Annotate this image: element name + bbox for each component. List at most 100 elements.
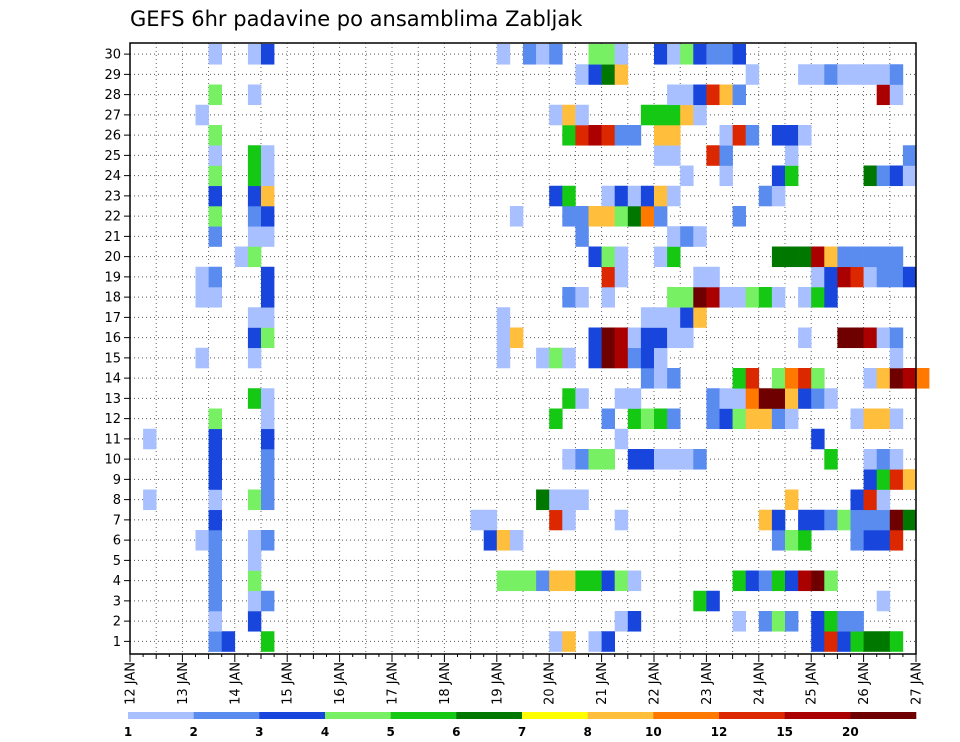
legend-label: 7 (518, 725, 526, 739)
y-tick-label: 17 (104, 311, 121, 326)
heatmap-cell (785, 368, 799, 389)
heatmap-cell (208, 125, 222, 146)
y-tick-label: 25 (104, 149, 121, 164)
heatmap-cell (719, 165, 733, 187)
heatmap-cell (758, 570, 773, 592)
heatmap-cell (614, 428, 629, 450)
heatmap-cell (876, 165, 891, 187)
heatmap-cell (261, 44, 275, 65)
heatmap-cell (601, 408, 615, 430)
heatmap-cell (850, 489, 864, 511)
heatmap-cell (654, 185, 668, 207)
heatmap-cell (876, 64, 891, 85)
x-axis: 12 JAN 13 JAN 14 JAN 15 JAN 16 JAN 17 JAN 18 J… (124, 654, 925, 705)
heatmap-cell (824, 64, 838, 85)
heatmap-cell (614, 509, 629, 531)
heatmap-cell (247, 347, 262, 369)
heatmap-cell (575, 206, 589, 227)
heatmap-cell (771, 611, 786, 632)
heatmap-cell (588, 631, 602, 652)
heatmap-cell (732, 125, 746, 146)
heatmap-cell (601, 64, 615, 85)
heatmap-cell (562, 287, 576, 308)
heatmap-cell (627, 570, 642, 592)
heatmap-cell (732, 388, 746, 409)
heatmap-cell (195, 287, 209, 308)
heatmap-cell (902, 509, 917, 531)
legend-swatch (587, 712, 654, 719)
heatmap-cell (614, 125, 629, 146)
heatmap-cell (247, 185, 262, 207)
heatmap-cell (575, 125, 589, 146)
heatmap-cell (876, 489, 891, 511)
heatmap-cell (588, 64, 602, 85)
heatmap-cell (640, 327, 655, 349)
legend-label: 1 (124, 725, 132, 739)
heatmap-cell (811, 287, 825, 308)
heatmap-cell (732, 368, 746, 389)
heatmap-cell (719, 408, 733, 430)
heatmap-cell (588, 570, 602, 592)
x-tick-label: 22 JAN (648, 662, 663, 705)
heatmap-cell (785, 125, 799, 146)
y-tick-label: 8 (113, 493, 121, 508)
heatmap-cell (758, 509, 773, 531)
heatmap-cell (850, 611, 864, 632)
heatmap-cell (916, 368, 930, 389)
heatmap-cell (667, 449, 681, 470)
heatmap-cell (889, 368, 904, 389)
heatmap-cell (654, 307, 668, 328)
heatmap-cell (143, 489, 157, 511)
legend-swatch (128, 712, 194, 719)
heatmap-cell (693, 104, 707, 126)
heatmap-cell (850, 631, 864, 652)
heatmap-cell (261, 449, 275, 470)
chart-title: GEFS 6hr padavine po ansamblima Zabljak (130, 7, 583, 31)
heatmap-cell (745, 388, 760, 409)
heatmap-cell (247, 388, 262, 409)
heatmap-cell (693, 307, 707, 328)
heatmap-cell (863, 489, 877, 511)
heatmap-cell (706, 590, 720, 612)
heatmap-cell (706, 145, 720, 166)
heatmap-cell (601, 246, 615, 268)
x-tick-label: 23 JAN (700, 662, 715, 705)
heatmap-cell (732, 408, 746, 430)
heatmap-cell (549, 489, 563, 511)
heatmap-cell (863, 530, 877, 551)
y-tick-label: 20 (104, 250, 121, 265)
heatmap-cell (614, 185, 629, 207)
heatmap-cell (247, 611, 262, 632)
heatmap-cell (889, 509, 904, 531)
heatmap-cell (798, 368, 812, 389)
heatmap-cell (758, 287, 773, 308)
heatmap-cell (549, 104, 563, 126)
heatmap-cell (509, 327, 524, 349)
heatmap-cell (745, 64, 760, 85)
heatmap-cell (654, 44, 668, 65)
heatmap-cell (562, 631, 576, 652)
heatmap-cell (824, 266, 838, 288)
heatmap-cell (549, 347, 563, 369)
heatmap-cell (850, 530, 864, 551)
heatmap-cell (575, 570, 589, 592)
heatmap-cell (654, 327, 668, 349)
heatmap-cell (798, 570, 812, 592)
x-tick-label: 17 JAN (386, 662, 401, 705)
legend-swatch (850, 712, 917, 719)
heatmap-cell (208, 590, 222, 612)
heatmap-cell (876, 408, 891, 430)
heatmap-cell (771, 125, 786, 146)
heatmap-cell (208, 206, 222, 227)
heatmap-cell (876, 631, 891, 652)
heatmap-cell (536, 347, 550, 369)
heatmap-cell (667, 125, 681, 146)
heatmap-cell (680, 226, 694, 247)
heatmap-cell (247, 44, 262, 65)
heatmap-cell (588, 125, 602, 146)
y-tick-label: 27 (104, 108, 121, 123)
heatmap-cell (824, 449, 838, 470)
heatmap-cell (732, 84, 746, 106)
heatmap-cell (850, 408, 864, 430)
heatmap-cell (811, 570, 825, 592)
